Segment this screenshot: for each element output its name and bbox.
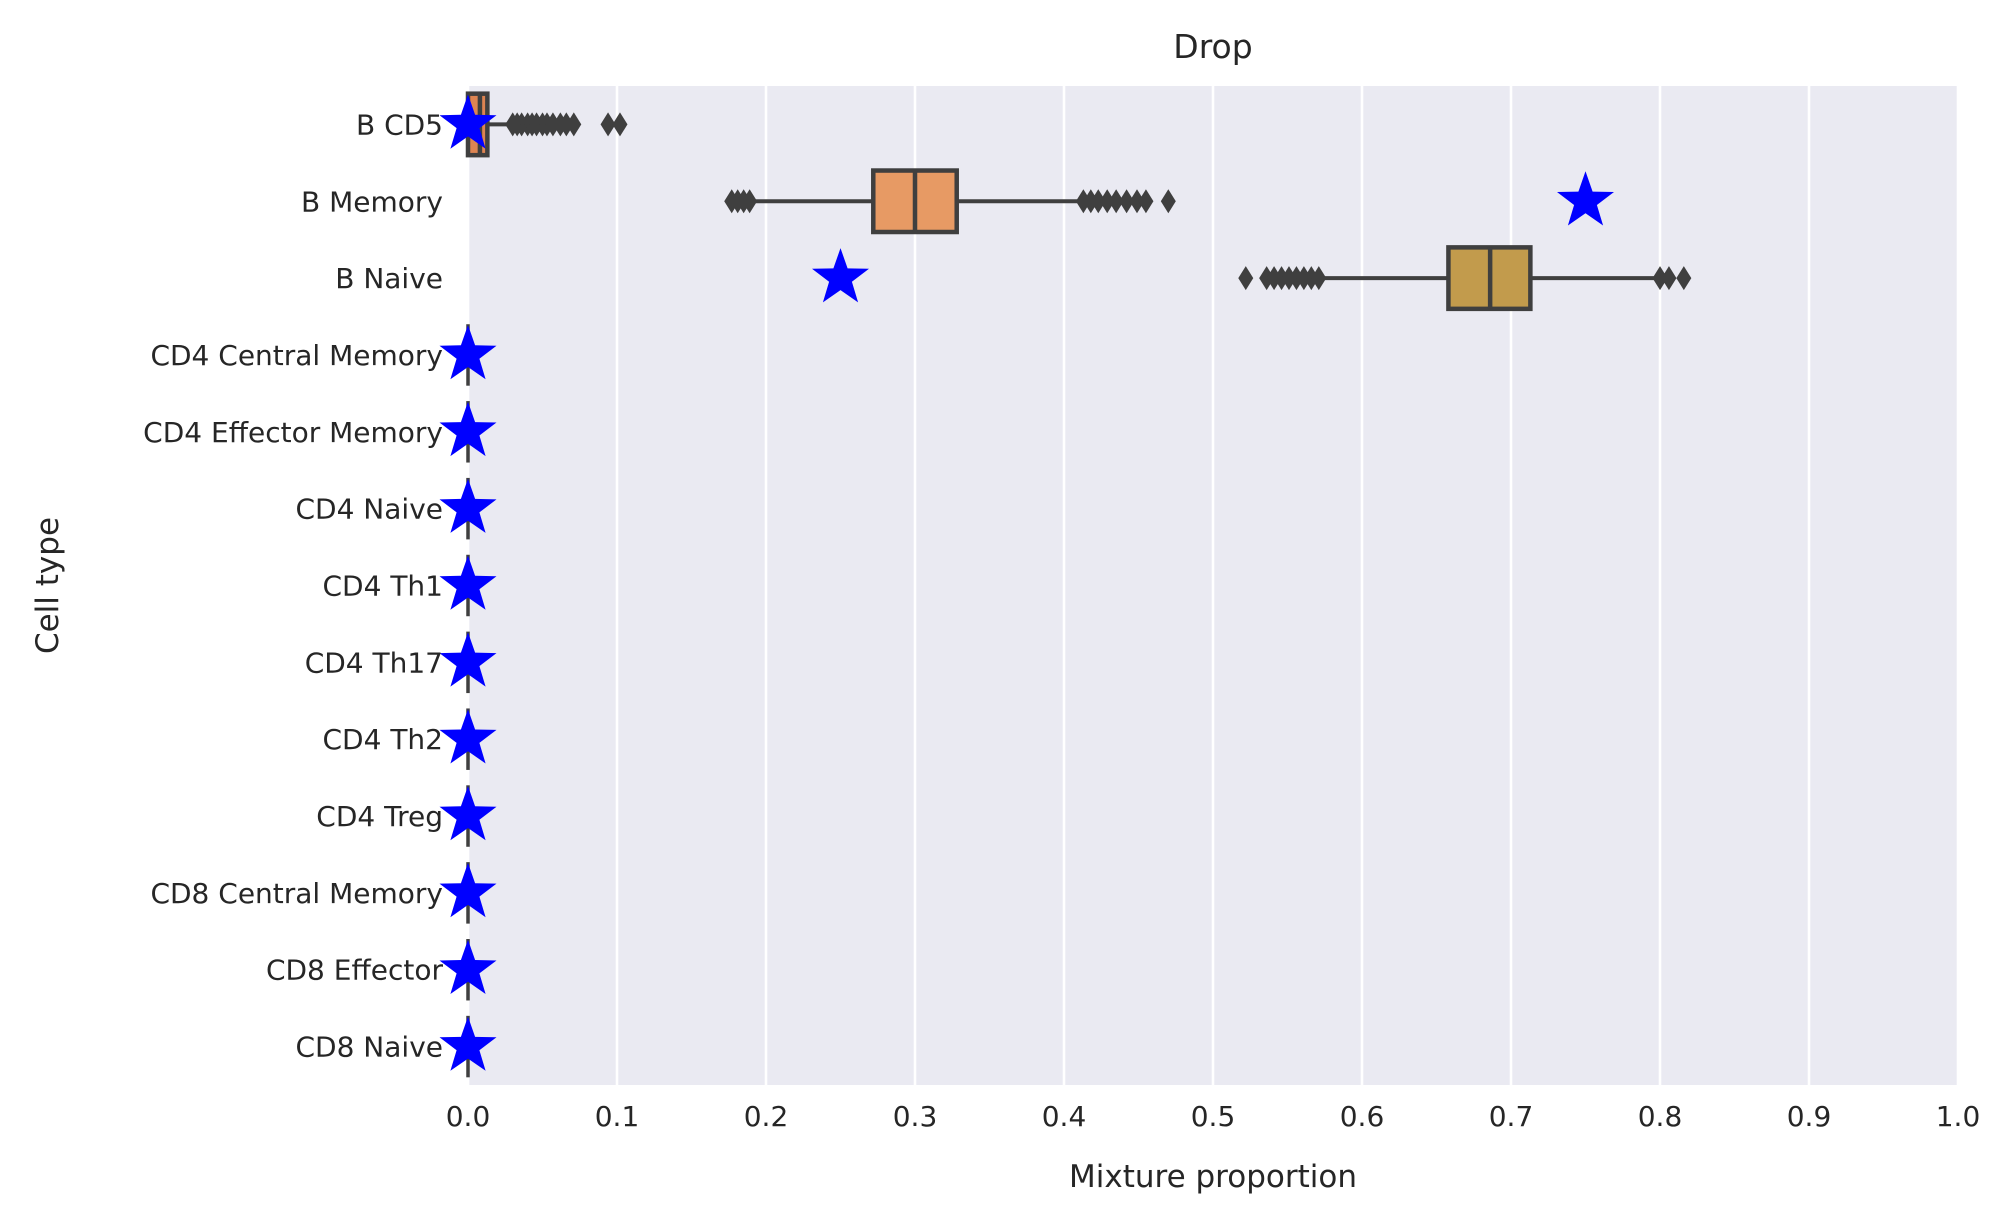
true-value-star [439,786,497,841]
y-tick-label: B Naive [335,262,443,295]
y-tick-label: CD4 Th1 [323,570,444,603]
x-tick-label: 0.7 [1489,1100,1534,1133]
true-value-star [439,94,497,149]
true-value-star [439,478,497,533]
y-tick-label: CD8 Effector [266,954,444,987]
y-tick-label: B Memory [301,185,443,218]
y-tick-label: CD4 Treg [316,800,443,833]
x-tick-label: 0.5 [1191,1100,1236,1133]
outlier-point [1138,189,1154,214]
x-tick-label: 0.9 [1787,1100,1832,1133]
boxes [465,91,1692,312]
true-value-star [439,632,497,687]
outlier-point [1652,266,1668,291]
true-value-markers [439,94,1614,1071]
outlier-point [1119,189,1135,214]
outlier-point [1129,189,1145,214]
outlier-point [1676,266,1692,291]
x-tick-label: 0.4 [1042,1100,1087,1133]
box-group [724,168,1176,235]
x-tick-label: 1.0 [1936,1100,1981,1133]
y-tick-label: CD4 Th17 [305,646,443,679]
true-value-star [439,709,497,764]
outlier-point [1108,189,1124,214]
x-tick-label: 0.3 [893,1100,938,1133]
y-tick-label: CD8 Naive [295,1031,443,1064]
true-value-star [439,325,497,380]
y-axis-title: Cell type [30,517,66,654]
outlier-point [1090,189,1106,214]
y-tick-label: CD4 Central Memory [150,339,443,372]
y-tick-label: CD8 Central Memory [150,877,443,910]
y-tick-label: CD4 Naive [295,493,443,526]
true-value-star [439,1016,497,1071]
outlier-point [1160,189,1176,214]
outlier-point [1099,189,1115,214]
outlier-point [1311,266,1327,291]
chart-title: Drop [1173,27,1252,66]
box-group [465,91,628,158]
outlier-point [600,112,616,137]
x-tick-label: 0.2 [744,1100,789,1133]
y-tick-label: B CD5 [356,108,443,141]
true-value-star [439,939,497,994]
box-group [1238,245,1692,312]
x-tick-label: 0.0 [446,1100,491,1133]
outlier-point [566,112,582,137]
true-value-star [439,862,497,918]
x-axis-title: Mixture proportion [1069,1159,1357,1195]
x-tick-label: 0.8 [1638,1100,1683,1133]
y-tick-labels: B CD5 B Memory B Naive CD4 Central Memory CD… [143,108,443,1063]
x-tick-label: 0.6 [1340,1100,1385,1133]
x-tick-label: 0.1 [595,1100,640,1133]
outlier-point [742,189,758,214]
x-tick-labels: 0.0 0.1 0.2 0.3 0.4 0.5 0.6 0.7 0.8 0.9 1.0 [446,1100,1981,1133]
outlier-point [612,112,628,137]
true-value-star [439,401,497,457]
outlier-point [1661,266,1677,291]
y-tick-label: CD4 Th2 [323,723,444,756]
true-value-star [812,248,869,303]
y-tick-label: CD4 Effector Memory [143,416,443,449]
true-value-star [1557,171,1614,226]
outlier-point [1238,266,1254,291]
true-value-star [439,555,497,610]
